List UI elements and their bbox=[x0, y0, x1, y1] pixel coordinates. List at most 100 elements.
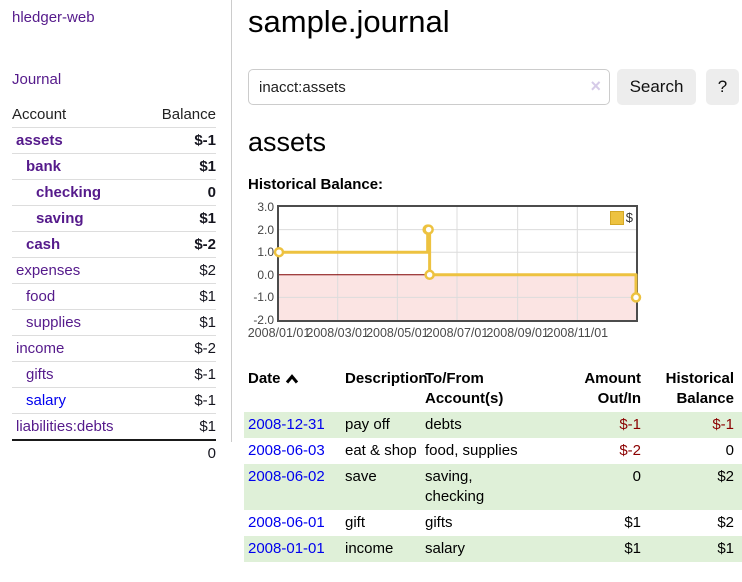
transaction-date-link[interactable]: 2008-06-01 bbox=[248, 514, 325, 531]
account-balance: $1 bbox=[145, 154, 216, 180]
account-row: supplies $1 bbox=[12, 310, 216, 336]
account-link[interactable]: saving bbox=[36, 210, 84, 227]
account-link[interactable]: cash bbox=[26, 236, 60, 253]
chart-y-tick-label: 0.0 bbox=[248, 268, 274, 282]
chart-y-tick-label: -1.0 bbox=[248, 290, 274, 304]
transaction-description: save bbox=[341, 464, 421, 510]
main-content: sample.journal × Search ? assets Histori… bbox=[248, 0, 742, 562]
account-link[interactable]: salary bbox=[26, 392, 66, 409]
account-row: cash $-2 bbox=[12, 232, 216, 258]
transaction-balance: $2 bbox=[641, 510, 742, 536]
transaction-accounts: saving, checking bbox=[421, 464, 521, 510]
chart-y-tick-label: 1.0 bbox=[248, 245, 274, 259]
accounts-total-value: 0 bbox=[145, 440, 216, 466]
transaction-date-link[interactable]: 2008-06-03 bbox=[248, 442, 325, 459]
register-table: Date Description To/From Account(s) Amou… bbox=[244, 366, 742, 562]
account-balance: $2 bbox=[145, 258, 216, 284]
legend-label: $ bbox=[626, 210, 633, 225]
help-button[interactable]: ? bbox=[706, 69, 739, 105]
register-header-accounts: To/From Account(s) bbox=[421, 366, 521, 412]
account-row: income $-2 bbox=[12, 336, 216, 362]
accounts-total-row: 0 bbox=[12, 440, 216, 466]
account-link[interactable]: bank bbox=[26, 158, 61, 175]
chart-x-tick-label: 2008/01/01 bbox=[248, 326, 311, 340]
register-header-row: Date Description To/From Account(s) Amou… bbox=[244, 366, 742, 412]
transaction-row: 2008-12-31pay offdebts$-1$-1 bbox=[244, 412, 742, 438]
account-link[interactable]: income bbox=[16, 340, 64, 357]
account-balance: $-1 bbox=[145, 362, 216, 388]
account-link[interactable]: food bbox=[26, 288, 55, 305]
account-row: gifts $-1 bbox=[12, 362, 216, 388]
transaction-accounts: gifts bbox=[421, 510, 521, 536]
chart-plot-area: $ bbox=[277, 205, 638, 322]
transaction-balance: $-1 bbox=[641, 412, 742, 438]
search-input[interactable] bbox=[248, 69, 610, 105]
chart-y-tick-label: -2.0 bbox=[248, 313, 274, 327]
chart-legend: $ bbox=[610, 210, 633, 225]
nav-journal-link[interactable]: Journal bbox=[12, 71, 61, 88]
sidebar-accounts-body: assets$-1bank$1checking0saving$1cash$-2e… bbox=[12, 128, 216, 441]
account-balance: $-2 bbox=[145, 336, 216, 362]
transaction-accounts: salary bbox=[421, 536, 521, 562]
legend-swatch-icon bbox=[610, 211, 624, 225]
account-link[interactable]: supplies bbox=[26, 314, 81, 331]
account-link[interactable]: checking bbox=[36, 184, 101, 201]
transaction-balance: $1 bbox=[641, 536, 742, 562]
transaction-balance: 0 bbox=[641, 438, 742, 464]
register-header-description: Description bbox=[341, 366, 421, 412]
transaction-amount: $-1 bbox=[521, 412, 641, 438]
account-link[interactable]: liabilities:debts bbox=[16, 418, 114, 435]
transaction-balance: $2 bbox=[641, 464, 742, 510]
account-balance: $1 bbox=[145, 284, 216, 310]
chart-x-tick-label: 2008/03/01 bbox=[306, 326, 369, 340]
chart-x-tick-label: 2008/07/01 bbox=[426, 326, 489, 340]
account-heading: assets bbox=[248, 126, 742, 159]
search-form: × Search ? bbox=[248, 69, 742, 105]
accounts-table-header: Account Balance bbox=[12, 102, 216, 128]
register-header-amount: Amount Out/In bbox=[521, 366, 641, 412]
transaction-row: 2008-06-02 savesaving, checking0$2 bbox=[244, 464, 742, 510]
transaction-amount: $1 bbox=[521, 510, 641, 536]
account-link[interactable]: expenses bbox=[16, 262, 80, 279]
transaction-row: 2008-06-03 eat & shopfood, supplies$-20 bbox=[244, 438, 742, 464]
chart-y-tick-label: 3.0 bbox=[248, 200, 274, 214]
account-row: saving$1 bbox=[12, 206, 216, 232]
transaction-amount: $-2 bbox=[521, 438, 641, 464]
account-row: liabilities:debts$1 bbox=[12, 414, 216, 441]
transaction-description: pay off bbox=[341, 412, 421, 438]
chart-x-tick-label: 2008/09/01 bbox=[486, 326, 549, 340]
transaction-date-link[interactable]: 2008-12-31 bbox=[248, 416, 325, 433]
account-balance: 0 bbox=[145, 180, 216, 206]
transaction-amount: $1 bbox=[521, 536, 641, 562]
balance-chart: $ 3.02.01.00.0-1.0-2.02008/01/012008/03/… bbox=[248, 205, 742, 347]
account-link[interactable]: gifts bbox=[26, 366, 54, 383]
register-header-balance: Historical Balance bbox=[641, 366, 742, 412]
accounts-table: Account Balance assets $-1 bank $1 checking 0… bbox=[12, 102, 216, 466]
transaction-row: 2008-01-01incomesalary$1$1 bbox=[244, 536, 742, 562]
chart-title: Historical Balance: bbox=[248, 176, 742, 194]
register-header-date: Date bbox=[244, 366, 341, 412]
account-balance: $-2 bbox=[145, 232, 216, 258]
account-row: bank $1 bbox=[12, 154, 216, 180]
transaction-row: 2008-06-01 giftgifts$1$2 bbox=[244, 510, 742, 536]
transaction-description: gift bbox=[341, 510, 421, 536]
account-row: assets $-1 bbox=[12, 128, 216, 154]
accounts-header-balance: Balance bbox=[145, 102, 216, 128]
account-balance: $-1 bbox=[145, 128, 216, 154]
clear-search-icon[interactable]: × bbox=[590, 76, 601, 97]
transaction-date-link[interactable]: 2008-06-02 bbox=[248, 468, 325, 485]
account-link[interactable]: assets bbox=[16, 132, 63, 149]
app-title-link[interactable]: hledger-web bbox=[12, 9, 95, 26]
accounts-total-spacer bbox=[12, 440, 145, 466]
sidebar: hledger-web Journal Account Balance asse… bbox=[0, 0, 232, 442]
transaction-date-link[interactable]: 2008-01-01 bbox=[248, 540, 325, 557]
transaction-accounts: food, supplies bbox=[421, 438, 521, 464]
account-balance: $-1 bbox=[145, 388, 216, 414]
search-button[interactable]: Search bbox=[617, 69, 696, 105]
account-row: expenses $2 bbox=[12, 258, 216, 284]
transaction-description: eat & shop bbox=[341, 438, 421, 464]
transaction-amount: 0 bbox=[521, 464, 641, 510]
transaction-description: income bbox=[341, 536, 421, 562]
account-balance: $1 bbox=[145, 310, 216, 336]
register-header-date-label: Date bbox=[248, 370, 281, 387]
